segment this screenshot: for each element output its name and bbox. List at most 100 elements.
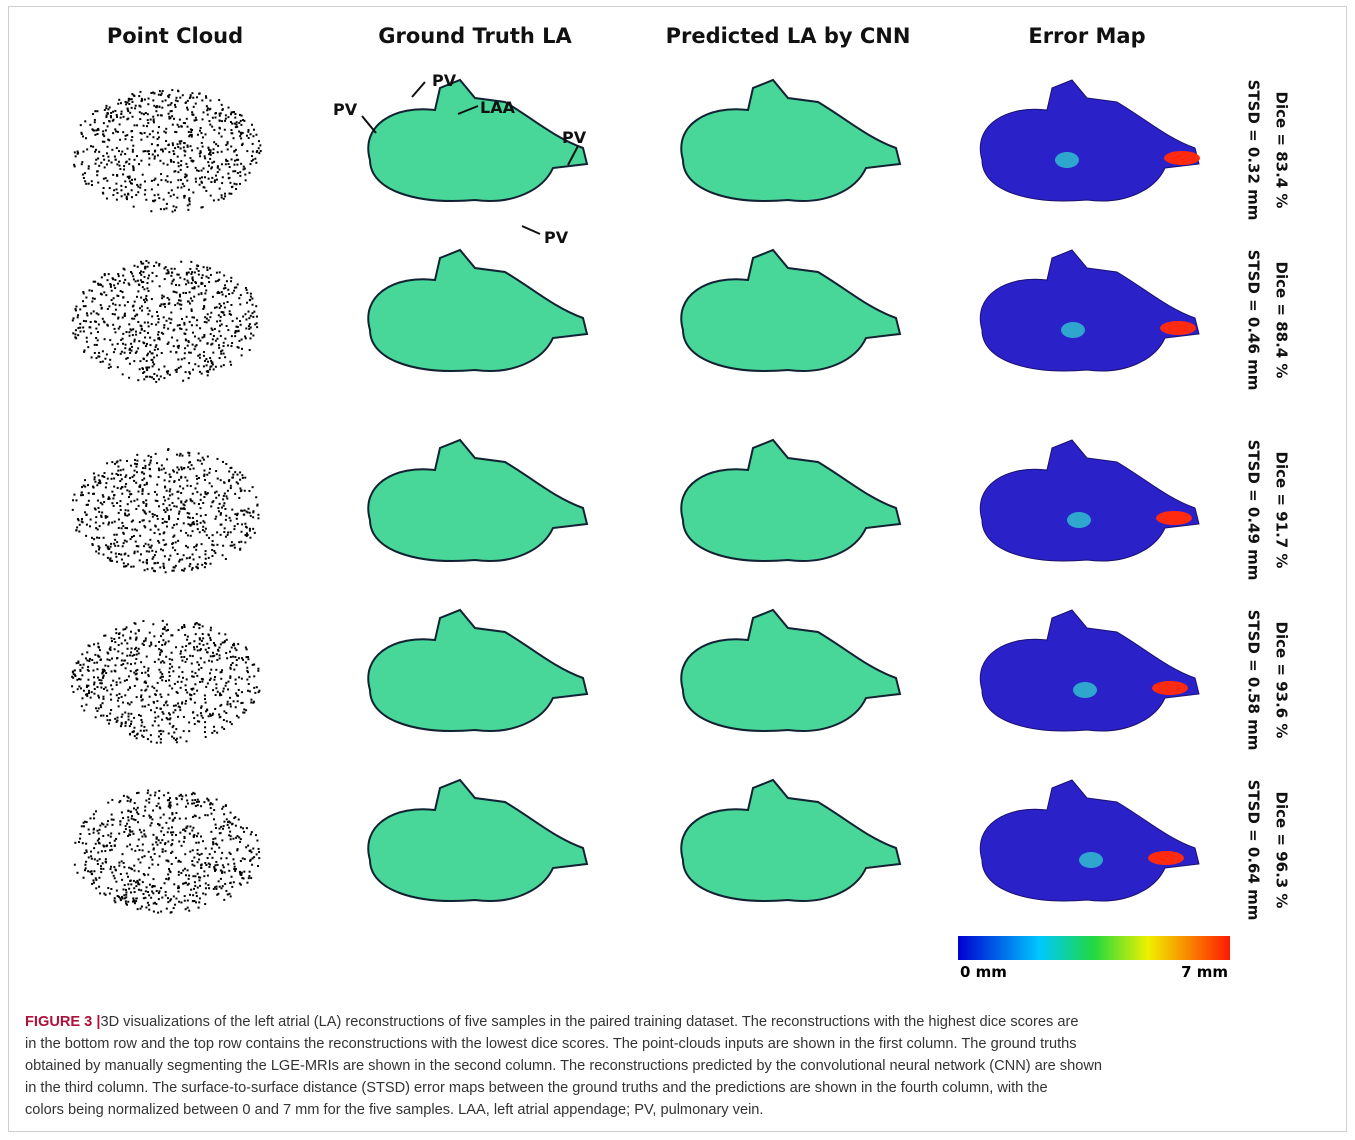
error-surface xyxy=(980,780,1199,901)
point xyxy=(234,170,236,172)
point xyxy=(249,537,251,539)
point xyxy=(207,456,209,458)
point xyxy=(187,534,189,536)
point xyxy=(166,490,168,492)
point xyxy=(167,831,169,833)
point xyxy=(153,635,155,637)
point xyxy=(173,883,175,885)
point xyxy=(94,320,96,322)
point xyxy=(170,159,172,161)
point xyxy=(83,825,85,827)
point xyxy=(247,131,249,133)
point xyxy=(178,126,180,128)
point xyxy=(204,566,206,568)
point xyxy=(234,816,236,818)
point xyxy=(146,343,148,345)
point xyxy=(157,154,159,156)
point xyxy=(240,489,242,491)
caption-line: in the bottom row and the top row contai… xyxy=(25,1033,1335,1055)
point xyxy=(186,316,188,318)
point xyxy=(133,265,135,267)
point xyxy=(216,306,218,308)
point xyxy=(201,373,203,375)
point xyxy=(153,363,155,365)
point xyxy=(167,860,169,862)
point xyxy=(233,881,235,883)
point xyxy=(225,515,227,517)
point xyxy=(167,181,169,183)
point xyxy=(125,483,127,485)
point xyxy=(84,852,86,854)
point xyxy=(200,805,202,807)
point xyxy=(125,900,127,902)
point xyxy=(231,132,233,134)
point xyxy=(165,894,167,896)
point xyxy=(85,183,87,185)
point xyxy=(100,515,102,517)
point xyxy=(173,205,175,207)
point xyxy=(258,851,260,853)
point xyxy=(212,534,214,536)
point xyxy=(148,98,150,100)
point xyxy=(119,500,121,502)
point xyxy=(108,367,110,369)
point xyxy=(110,693,112,695)
point xyxy=(129,112,131,114)
point xyxy=(204,285,206,287)
point xyxy=(243,120,245,122)
point xyxy=(135,280,137,282)
point xyxy=(189,498,191,500)
point xyxy=(171,666,173,668)
point xyxy=(100,868,102,870)
point xyxy=(145,835,147,837)
point xyxy=(173,481,175,483)
point xyxy=(238,657,240,659)
point xyxy=(193,523,195,525)
point xyxy=(131,196,133,198)
point xyxy=(131,818,133,820)
point xyxy=(93,681,95,683)
point xyxy=(190,535,192,537)
point xyxy=(106,105,108,107)
point xyxy=(179,832,181,834)
point xyxy=(199,885,201,887)
point xyxy=(102,130,104,132)
point xyxy=(219,692,221,694)
point xyxy=(92,113,94,115)
point xyxy=(237,159,239,161)
point xyxy=(171,493,173,495)
point xyxy=(168,94,170,96)
point xyxy=(172,469,174,471)
point xyxy=(120,725,122,727)
point xyxy=(203,167,205,169)
point xyxy=(162,620,164,622)
point xyxy=(114,641,116,643)
point xyxy=(150,456,152,458)
point xyxy=(133,94,135,96)
point xyxy=(203,496,205,498)
point xyxy=(215,694,217,696)
point xyxy=(175,898,177,900)
point xyxy=(107,557,109,559)
caption-text: 3D visualizations of the left atrial (LA… xyxy=(100,1014,1078,1030)
point xyxy=(141,310,143,312)
point xyxy=(220,534,222,536)
point xyxy=(191,464,193,466)
point xyxy=(218,647,220,649)
point xyxy=(239,871,241,873)
point xyxy=(158,94,160,96)
point xyxy=(222,642,224,644)
point xyxy=(74,842,76,844)
point xyxy=(212,540,214,542)
point xyxy=(238,541,240,543)
point xyxy=(128,163,130,165)
point xyxy=(165,140,167,142)
point xyxy=(215,687,217,689)
point xyxy=(138,849,140,851)
point xyxy=(103,122,105,124)
point xyxy=(175,797,177,799)
point xyxy=(118,697,120,699)
point xyxy=(249,530,251,532)
point xyxy=(168,192,170,194)
point xyxy=(198,285,200,287)
